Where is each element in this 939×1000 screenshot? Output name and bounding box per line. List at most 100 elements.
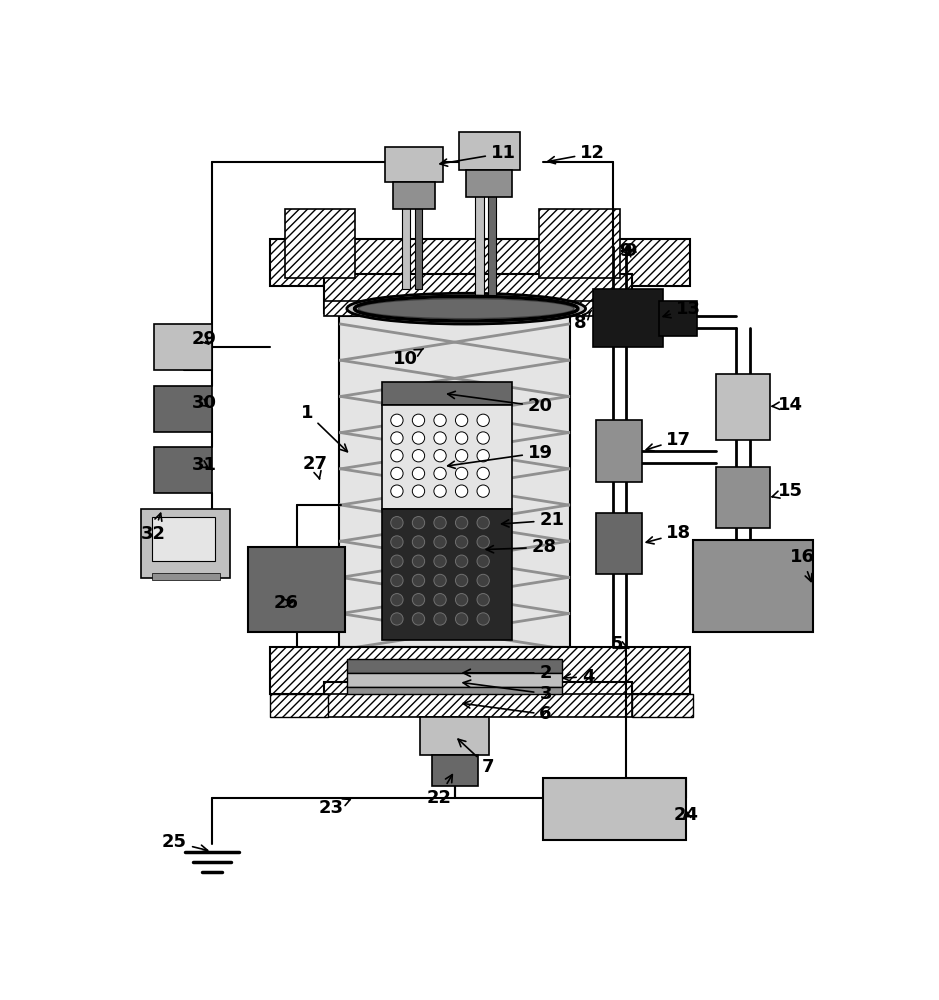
Text: 23: 23 <box>318 799 350 817</box>
Bar <box>467 170 513 197</box>
Bar <box>269 694 328 717</box>
Bar <box>381 509 513 640</box>
Bar <box>154 386 212 432</box>
Circle shape <box>412 613 424 625</box>
Bar <box>402 162 410 289</box>
Bar <box>269 647 689 694</box>
Circle shape <box>455 536 468 548</box>
Circle shape <box>477 594 489 606</box>
Circle shape <box>477 485 489 497</box>
Bar <box>385 147 443 182</box>
Circle shape <box>412 467 424 480</box>
Bar <box>595 513 641 574</box>
Circle shape <box>434 574 446 587</box>
Circle shape <box>455 574 468 587</box>
Bar <box>539 209 621 278</box>
Bar <box>248 547 345 632</box>
Bar <box>381 382 513 405</box>
Text: 9: 9 <box>619 242 631 260</box>
Circle shape <box>391 555 403 567</box>
Circle shape <box>455 613 468 625</box>
Bar <box>693 540 813 632</box>
Bar <box>544 778 685 840</box>
Circle shape <box>477 536 489 548</box>
Circle shape <box>391 574 403 587</box>
Bar <box>593 289 663 347</box>
Circle shape <box>477 450 489 462</box>
Bar <box>432 755 478 786</box>
Text: 22: 22 <box>426 775 453 807</box>
Text: 11: 11 <box>440 144 516 166</box>
Ellipse shape <box>346 293 586 324</box>
Bar <box>285 209 355 278</box>
Text: 9: 9 <box>624 242 637 260</box>
Text: 4: 4 <box>563 668 594 686</box>
Circle shape <box>391 450 403 462</box>
Circle shape <box>455 555 468 567</box>
Bar <box>458 132 520 170</box>
Circle shape <box>412 594 424 606</box>
Circle shape <box>434 414 446 426</box>
Circle shape <box>455 467 468 480</box>
Text: 7: 7 <box>458 739 494 776</box>
Circle shape <box>434 555 446 567</box>
Circle shape <box>412 432 424 444</box>
Text: 26: 26 <box>274 594 299 612</box>
Bar <box>716 466 770 528</box>
Text: 28: 28 <box>486 538 557 556</box>
Circle shape <box>412 555 424 567</box>
Text: 24: 24 <box>674 806 700 824</box>
Circle shape <box>477 613 489 625</box>
Bar <box>487 155 496 297</box>
Text: 6: 6 <box>463 701 552 723</box>
Bar <box>141 509 230 578</box>
Bar <box>269 239 689 286</box>
Circle shape <box>477 517 489 529</box>
Circle shape <box>391 536 403 548</box>
Text: 27: 27 <box>303 455 328 479</box>
Text: 10: 10 <box>393 349 423 368</box>
Circle shape <box>434 485 446 497</box>
Circle shape <box>455 485 468 497</box>
Circle shape <box>477 574 489 587</box>
Text: 14: 14 <box>772 396 803 414</box>
Circle shape <box>391 467 403 480</box>
Bar <box>415 162 423 289</box>
Circle shape <box>477 414 489 426</box>
Bar <box>659 301 698 336</box>
Circle shape <box>391 613 403 625</box>
Circle shape <box>477 467 489 480</box>
Circle shape <box>391 517 403 529</box>
Text: 15: 15 <box>772 482 803 500</box>
Circle shape <box>391 594 403 606</box>
Text: 18: 18 <box>646 524 691 544</box>
Circle shape <box>391 485 403 497</box>
Bar <box>716 374 770 440</box>
Circle shape <box>434 450 446 462</box>
Text: 8: 8 <box>574 311 592 332</box>
Circle shape <box>434 432 446 444</box>
Circle shape <box>434 536 446 548</box>
Circle shape <box>412 517 424 529</box>
Bar <box>632 694 693 717</box>
Bar <box>420 717 489 755</box>
Bar <box>324 694 632 717</box>
Circle shape <box>477 555 489 567</box>
Circle shape <box>455 414 468 426</box>
Bar <box>152 573 220 580</box>
Circle shape <box>477 432 489 444</box>
Circle shape <box>391 414 403 426</box>
Bar <box>152 517 215 561</box>
Bar <box>381 405 513 509</box>
Bar <box>346 659 562 673</box>
Circle shape <box>412 485 424 497</box>
Circle shape <box>434 467 446 480</box>
Text: 31: 31 <box>192 456 216 474</box>
Circle shape <box>455 432 468 444</box>
Bar <box>346 673 562 687</box>
Bar <box>154 447 212 493</box>
Circle shape <box>434 613 446 625</box>
Bar <box>324 274 632 312</box>
Bar <box>393 182 436 209</box>
Text: 17: 17 <box>646 431 691 451</box>
